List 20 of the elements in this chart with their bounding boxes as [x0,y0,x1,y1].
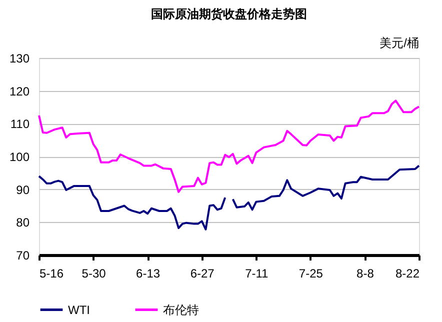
x-tick-label: 8-22 [395,266,420,280]
line-series [38,100,420,193]
y-tick-label: 70 [16,248,30,262]
chart-title: 国际原油期货收盘价格走势图 [151,7,307,21]
x-tick-label: 6-13 [136,266,160,280]
y-tick-label: 120 [9,84,30,98]
x-tick-label: 5-30 [82,266,106,280]
y-tick-label: 110 [10,117,30,132]
y-tick-label: 80 [16,216,30,230]
y-tick-label: 90 [16,182,30,197]
x-tick-label: 8-8 [356,266,374,280]
legend-label: WTI [68,302,90,317]
x-tick-label: 5-16 [40,266,64,280]
y-tick-label: 100 [9,150,30,164]
x-tick-label: 6-27 [190,266,215,280]
y-axis-title: 美元/桶 [380,36,419,50]
x-tick-label: 7-11 [245,266,269,280]
y-tick-label: 130 [9,52,30,66]
legend-label: 布伦特 [163,302,199,317]
x-tick-label: 7-25 [298,266,324,280]
